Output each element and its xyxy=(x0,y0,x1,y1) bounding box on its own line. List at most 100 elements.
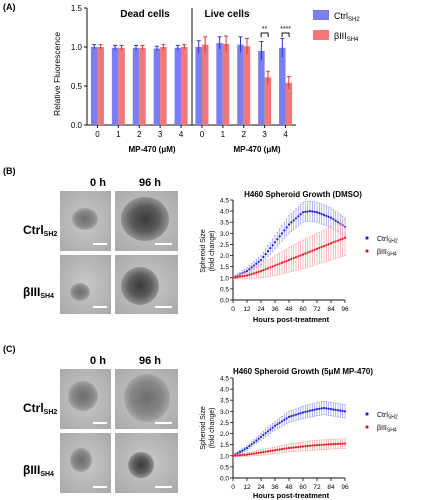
y-tick-label: 1.5 xyxy=(71,4,83,13)
data-point xyxy=(290,446,293,449)
x-tick-label: 1 xyxy=(221,130,226,139)
data-point xyxy=(255,452,258,455)
data-point xyxy=(273,241,277,244)
x-tick-label: 3 xyxy=(262,130,267,139)
data-point xyxy=(299,254,302,257)
x-tick-label: 12 xyxy=(243,306,251,313)
legend-b-dot-ctrl xyxy=(365,236,369,240)
data-point xyxy=(276,238,279,241)
bar xyxy=(264,77,272,125)
data-point xyxy=(236,452,239,455)
chart-b-title: H460 Spheroid Growth (DMSO) xyxy=(244,190,362,199)
data-point xyxy=(322,406,326,410)
data-point xyxy=(276,448,279,451)
bar xyxy=(111,47,119,125)
legend-a-swatch-b3 xyxy=(313,30,329,40)
data-point xyxy=(245,446,249,450)
legend-b-b3: βIIISH4 xyxy=(377,249,397,258)
data-point xyxy=(273,424,277,427)
data-point xyxy=(339,409,342,412)
data-point xyxy=(259,270,263,273)
legend-a-b3: βIIISH4 xyxy=(334,31,359,43)
chart-c-ylabel: Spheroid Size xyxy=(200,406,207,450)
chart-b-xlabel: Hours post-treatment xyxy=(253,315,330,324)
data-point xyxy=(269,247,272,250)
bar xyxy=(90,47,98,125)
bar xyxy=(132,47,140,125)
data-point xyxy=(343,410,347,413)
data-point xyxy=(334,219,337,222)
x-tick-label: 12 xyxy=(243,484,251,491)
bar xyxy=(97,47,104,125)
y-tick-label: 0.0 xyxy=(220,298,229,305)
data-point xyxy=(236,275,239,279)
spheroid-c-ctrl-0h xyxy=(68,381,98,411)
x-tick-label: 60 xyxy=(299,306,307,313)
y-tick-label: 3.5 xyxy=(220,398,229,405)
data-point xyxy=(285,226,288,229)
data-point xyxy=(334,240,337,243)
bar xyxy=(153,48,161,126)
legend-b: CtrlSH2 βIIISH4 xyxy=(365,236,398,258)
data-point xyxy=(322,245,326,248)
significance-bracket xyxy=(260,32,269,37)
y-tick-label: 0.0 xyxy=(71,121,83,130)
x-tick-label: 72 xyxy=(313,484,321,491)
x-tick-label: 96 xyxy=(341,306,349,313)
y-tick-label: 1.0 xyxy=(220,275,229,282)
data-point xyxy=(252,452,256,455)
bar xyxy=(160,47,167,125)
y-tick-label: 4.0 xyxy=(220,387,229,394)
data-point xyxy=(311,444,314,447)
data-point xyxy=(255,439,258,442)
legend-b-dot-b3 xyxy=(365,249,369,253)
x-tick-label: 24 xyxy=(257,306,265,313)
bar xyxy=(201,44,209,125)
data-point xyxy=(245,270,249,273)
legend-a-ctrl: CtrlSH2 xyxy=(334,11,360,23)
data-point xyxy=(294,217,298,220)
bar xyxy=(216,43,223,125)
data-point xyxy=(315,247,319,250)
x-tick-label: 0 xyxy=(231,306,235,313)
data-point xyxy=(243,453,246,456)
data-point xyxy=(285,259,288,263)
data-point xyxy=(255,262,258,265)
data-point xyxy=(306,251,309,254)
data-point xyxy=(290,415,293,418)
data-point xyxy=(301,211,305,214)
data-point xyxy=(341,442,344,445)
data-point xyxy=(336,239,340,242)
data-point xyxy=(320,407,323,410)
data-point xyxy=(318,212,321,215)
data-point xyxy=(297,445,300,449)
micro-c-time0: 0 h xyxy=(90,355,106,367)
y-tick-label: 0.5 xyxy=(71,82,83,91)
y-tick-label: 0.5 xyxy=(220,286,229,293)
spheroid-b-ctrl-96h xyxy=(121,197,169,241)
x-tick-label: 2 xyxy=(137,130,142,139)
data-point xyxy=(262,269,265,272)
panel-label-b: (B) xyxy=(3,166,16,176)
data-point xyxy=(320,443,323,446)
data-point xyxy=(329,242,333,245)
spheroid-c-b3-0h xyxy=(70,448,92,472)
panel-label-c: (C) xyxy=(3,344,16,354)
data-point xyxy=(301,253,305,256)
data-point xyxy=(313,248,316,251)
data-point xyxy=(306,444,309,448)
data-point xyxy=(301,411,305,414)
x-tick-label: 24 xyxy=(257,484,265,491)
legend-a: CtrlSH2 βIIISH4 xyxy=(313,10,360,43)
chart-a-ylabel: Relative Fluorescence xyxy=(52,32,62,116)
data-point xyxy=(241,449,244,452)
data-point xyxy=(283,447,286,450)
y-tick-label: 3.0 xyxy=(220,409,229,416)
data-point xyxy=(264,450,267,453)
data-point xyxy=(243,448,246,451)
data-point xyxy=(320,245,323,249)
data-point xyxy=(250,272,253,276)
data-point xyxy=(297,412,300,416)
spheroid-c-b3-96h xyxy=(128,452,154,478)
data-point xyxy=(273,449,277,452)
